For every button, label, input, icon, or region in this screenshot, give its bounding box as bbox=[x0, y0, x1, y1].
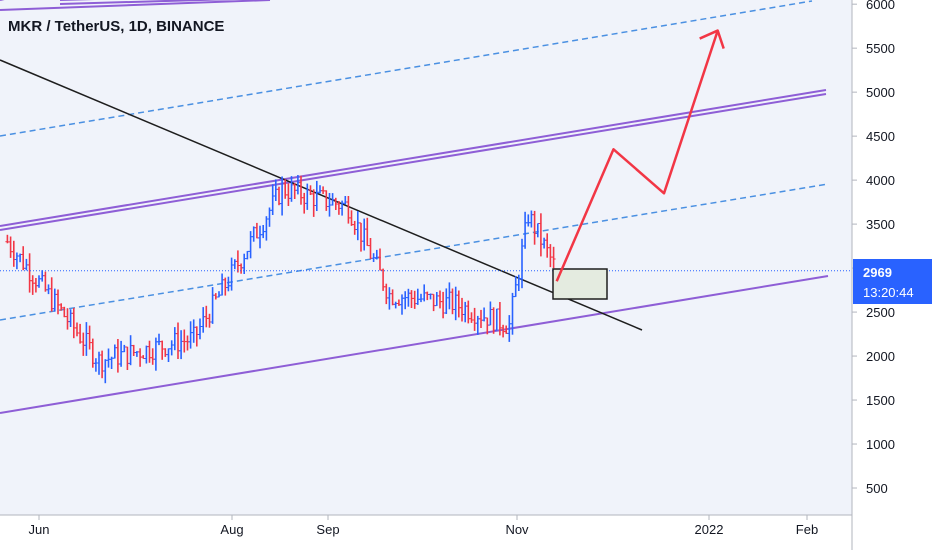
top-channel-line-b bbox=[59, 0, 236, 5]
overlay-drawings bbox=[0, 29, 852, 300]
x-tick-label: Jun bbox=[29, 522, 50, 537]
y-tick-label: 5000 bbox=[866, 85, 895, 100]
x-axis: Jun Aug Sep Nov 2022 Feb bbox=[29, 515, 818, 537]
projection-path bbox=[555, 30, 719, 282]
y-tick-label: 4000 bbox=[866, 173, 895, 188]
countdown-label: 13:20:44 bbox=[863, 285, 914, 300]
lower-channel-line bbox=[0, 275, 829, 414]
projection-arrowhead bbox=[699, 29, 725, 49]
y-tick-label: 5500 bbox=[866, 41, 895, 56]
y-tick-label: 1000 bbox=[866, 437, 895, 452]
x-tick-label: Nov bbox=[505, 522, 529, 537]
price-tag-box bbox=[853, 259, 932, 304]
y-tick-label: 2500 bbox=[866, 305, 895, 320]
plot-background bbox=[0, 0, 852, 515]
y-tick-label: 1500 bbox=[866, 393, 895, 408]
top-left-channel-line-2 bbox=[0, 0, 271, 11]
upper-dashed-line bbox=[0, 0, 813, 137]
x-tick-label: Sep bbox=[316, 522, 339, 537]
current-price-label: 2969 bbox=[863, 265, 892, 280]
upper-channel-line-a bbox=[0, 89, 827, 227]
x-tick-label: Aug bbox=[220, 522, 243, 537]
y-tick-label: 500 bbox=[866, 481, 888, 496]
current-price-tag[interactable]: 2969 13:20:44 bbox=[853, 259, 932, 304]
x-tick-label: Feb bbox=[796, 522, 818, 537]
channel-lines bbox=[0, 0, 829, 414]
x-tick-label: 2022 bbox=[695, 522, 724, 537]
y-tick-label: 3500 bbox=[866, 217, 895, 232]
chart-title: MKR / TetherUS, 1D, BINANCE bbox=[8, 18, 224, 35]
support-box bbox=[552, 268, 608, 300]
price-bars bbox=[5, 175, 556, 384]
y-tick-label: 2000 bbox=[866, 349, 895, 364]
y-tick-label: 4500 bbox=[866, 129, 895, 144]
descending-trendline bbox=[0, 59, 643, 331]
y-axis: 5001000150020002500300035004000450050005… bbox=[852, 0, 895, 496]
y-tick-label: 6000 bbox=[866, 0, 895, 12]
